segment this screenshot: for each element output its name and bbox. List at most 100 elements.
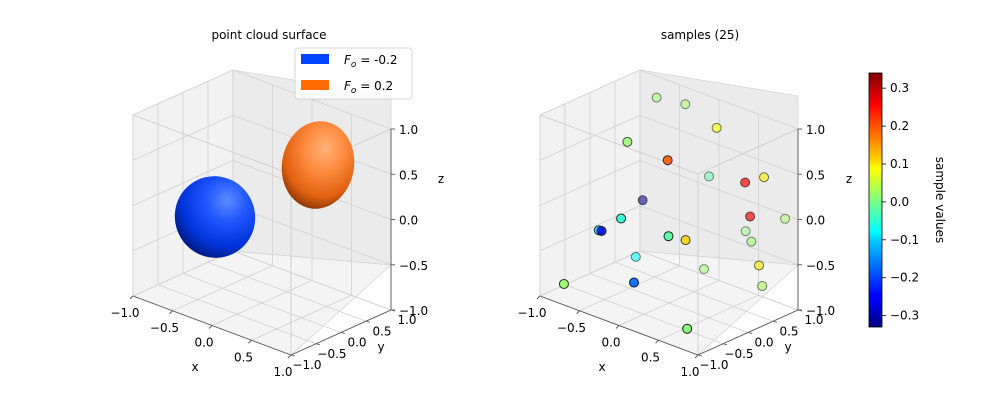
- x-tick-label: −1.0: [517, 306, 546, 320]
- legend-pos-sub: o: [351, 86, 357, 96]
- grid-line: [182, 273, 342, 333]
- z-tick-label: −0.5: [806, 259, 835, 273]
- left-zlabel: z: [438, 172, 444, 186]
- sample-point: [558, 278, 569, 289]
- colorbar-tick-label: −0.2: [890, 271, 919, 285]
- legend-neg-sub: o: [351, 60, 357, 70]
- grid-line: [232, 69, 392, 130]
- sample-points: [558, 92, 791, 334]
- colorbar-tick-label: 0.0: [890, 195, 909, 209]
- x-tick: [287, 354, 292, 359]
- legend-neg-main: F: [344, 53, 352, 67]
- sample-point: [754, 260, 765, 271]
- legend-label-pos: Fo = 0.2: [344, 79, 393, 96]
- x-tick-label: 1.0: [680, 365, 699, 379]
- legend-pos-rest: = 0.2: [356, 79, 393, 93]
- x-tick-label: 0.0: [194, 336, 213, 350]
- y-tick-label: −0.5: [317, 347, 346, 361]
- sample-point: [745, 211, 756, 222]
- z-tick-label: −0.5: [399, 259, 428, 273]
- y-tick: [697, 354, 703, 357]
- z-tick-label: 0.5: [399, 168, 418, 182]
- y-tick-label: 1.0: [397, 313, 416, 327]
- sample-point: [680, 235, 691, 246]
- grid-line: [639, 160, 799, 220]
- y-tick-label: 0.0: [347, 336, 366, 350]
- sample-point: [637, 195, 648, 206]
- colorbar-tick-label: −0.1: [890, 233, 919, 247]
- colorbar-tick-label: 0.1: [890, 157, 909, 171]
- x-tick: [129, 295, 134, 300]
- y-tick: [365, 320, 371, 323]
- grid-line: [639, 69, 799, 130]
- x-tick: [169, 310, 173, 315]
- sample-point: [740, 226, 751, 237]
- box-edge: [697, 128, 799, 175]
- y-tick: [290, 354, 296, 357]
- sample-point: [780, 213, 791, 224]
- z-tick-label: 0.0: [399, 214, 418, 228]
- colorbar-gradient: [868, 72, 883, 328]
- colorbar-tick-label: −0.3: [890, 309, 919, 323]
- y-tick-label: −1.0: [292, 358, 321, 372]
- x-tick-label: −0.5: [150, 321, 179, 335]
- sample-point: [759, 172, 770, 183]
- y-tick-label: 0.5: [779, 324, 798, 338]
- y-tick-label: −1.0: [699, 358, 728, 372]
- sample-point: [680, 99, 691, 110]
- y-tick-label: −0.5: [724, 347, 753, 361]
- colorbar-ticks: −0.3 −0.2 −0.1 0.0 0.1 0.2 0.3: [882, 81, 919, 323]
- legend-swatch-pos: [301, 80, 329, 90]
- grid-line: [132, 69, 234, 116]
- grid-line: [251, 294, 352, 341]
- z-tick-label: 0.5: [806, 168, 825, 182]
- left-ylabel: y: [377, 340, 384, 354]
- grid-line: [589, 273, 749, 333]
- y-tick-label: 0.5: [372, 324, 391, 338]
- right-xlabel: x: [598, 360, 605, 374]
- left-tick-labels: −1.0−1.0−1.0−0.5−0.5−0.50.0 0.00.00.50.50…: [110, 123, 428, 379]
- y-tick: [722, 343, 728, 346]
- left-axes: point cloud surface −1.0−1.0−1.0−0.5−0.5…: [110, 28, 444, 379]
- legend-neg-rest: = -0.2: [356, 53, 397, 67]
- sample-point: [616, 213, 627, 224]
- box-edge: [539, 114, 699, 175]
- left-surfaces: [174, 121, 355, 258]
- grid-line: [539, 114, 641, 161]
- x-tick-label: 0.5: [641, 350, 660, 364]
- x-tick: [694, 354, 699, 359]
- y-tick: [747, 332, 753, 334]
- y-tick: [315, 343, 321, 346]
- sample-point: [663, 231, 674, 242]
- surface-fo-pos: [281, 121, 355, 209]
- legend: Fo = -0.2 Fo = 0.2: [294, 47, 413, 100]
- colorbar-label: sample values: [933, 157, 947, 243]
- sample-point: [596, 225, 607, 236]
- x-tick: [208, 325, 213, 329]
- y-tick: [340, 332, 346, 334]
- colorbar-tick-label: 0.3: [890, 81, 909, 95]
- y-tick: [390, 309, 396, 312]
- z-tick-label: 0.0: [806, 214, 825, 228]
- sample-point: [682, 323, 693, 334]
- right-axes: samples (25) −1.0−1.0−1.0−0.5−0.5−0.50.0…: [517, 28, 852, 379]
- left-axis-lines: [129, 128, 396, 359]
- legend-swatch-neg: [301, 54, 329, 64]
- surface-fo-neg: [174, 176, 256, 258]
- x-tick-label: 1.0: [273, 365, 292, 379]
- legend-label-neg: Fo = -0.2: [344, 53, 398, 70]
- legend-pos-main: F: [344, 79, 352, 93]
- grid-line: [639, 250, 799, 311]
- x-tick: [615, 325, 620, 329]
- left-title: point cloud surface: [211, 28, 326, 42]
- right-zlabel: z: [846, 172, 852, 186]
- z-tick-label: −1.0: [806, 304, 835, 318]
- sample-point: [757, 280, 768, 291]
- sample-point: [629, 277, 639, 288]
- grid-line: [614, 261, 774, 322]
- sample-point: [630, 251, 641, 262]
- right-ylabel: y: [784, 340, 791, 354]
- grid-line: [207, 261, 367, 322]
- sample-point: [662, 155, 673, 166]
